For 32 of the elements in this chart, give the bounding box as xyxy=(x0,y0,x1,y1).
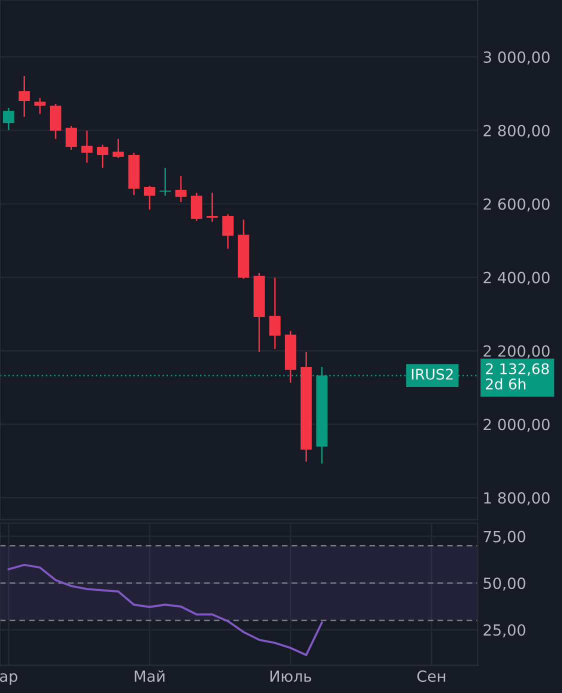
line-series xyxy=(8,564,323,656)
candlestick xyxy=(269,276,281,350)
x-tick-label: Июль xyxy=(270,670,312,682)
candlestick xyxy=(206,192,218,223)
candlestick xyxy=(144,185,156,210)
candlestick xyxy=(222,213,234,250)
candlestick xyxy=(18,75,30,118)
y-tick-label: 75,00 xyxy=(484,530,526,544)
x-tick-label: ар xyxy=(0,673,18,685)
candlestick xyxy=(160,167,171,196)
ref-line-label: IRUS2 xyxy=(412,368,453,380)
y-tick-label: 2 600,00 xyxy=(484,198,550,212)
y-tick-label: 2 200,00 xyxy=(484,345,550,358)
candlestick xyxy=(96,144,108,169)
y-tick-label: 1 800,00 xyxy=(484,492,550,506)
y-tick-label: 2 000,00 xyxy=(484,418,550,432)
text: 2 132,68 xyxy=(486,363,549,376)
candlestick xyxy=(81,130,93,164)
text: 2d 6h xyxy=(486,378,526,390)
y-tick-label: 2 400,00 xyxy=(484,272,550,285)
y-tick-label: 25,00 xyxy=(484,624,526,638)
candlestick xyxy=(2,107,14,131)
y-tick-label: 3 000,00 xyxy=(484,51,550,65)
x-tick-label: Май xyxy=(134,670,164,682)
candlestick xyxy=(34,97,46,115)
candlestick xyxy=(175,175,187,203)
candlestick xyxy=(66,125,77,151)
y-tick-label: 50,00 xyxy=(484,577,526,591)
candlestick xyxy=(112,138,124,159)
x-tick-label: Сен xyxy=(417,670,446,682)
candlestick xyxy=(190,192,202,222)
y-tick-label: 2 800,00 xyxy=(484,124,550,138)
